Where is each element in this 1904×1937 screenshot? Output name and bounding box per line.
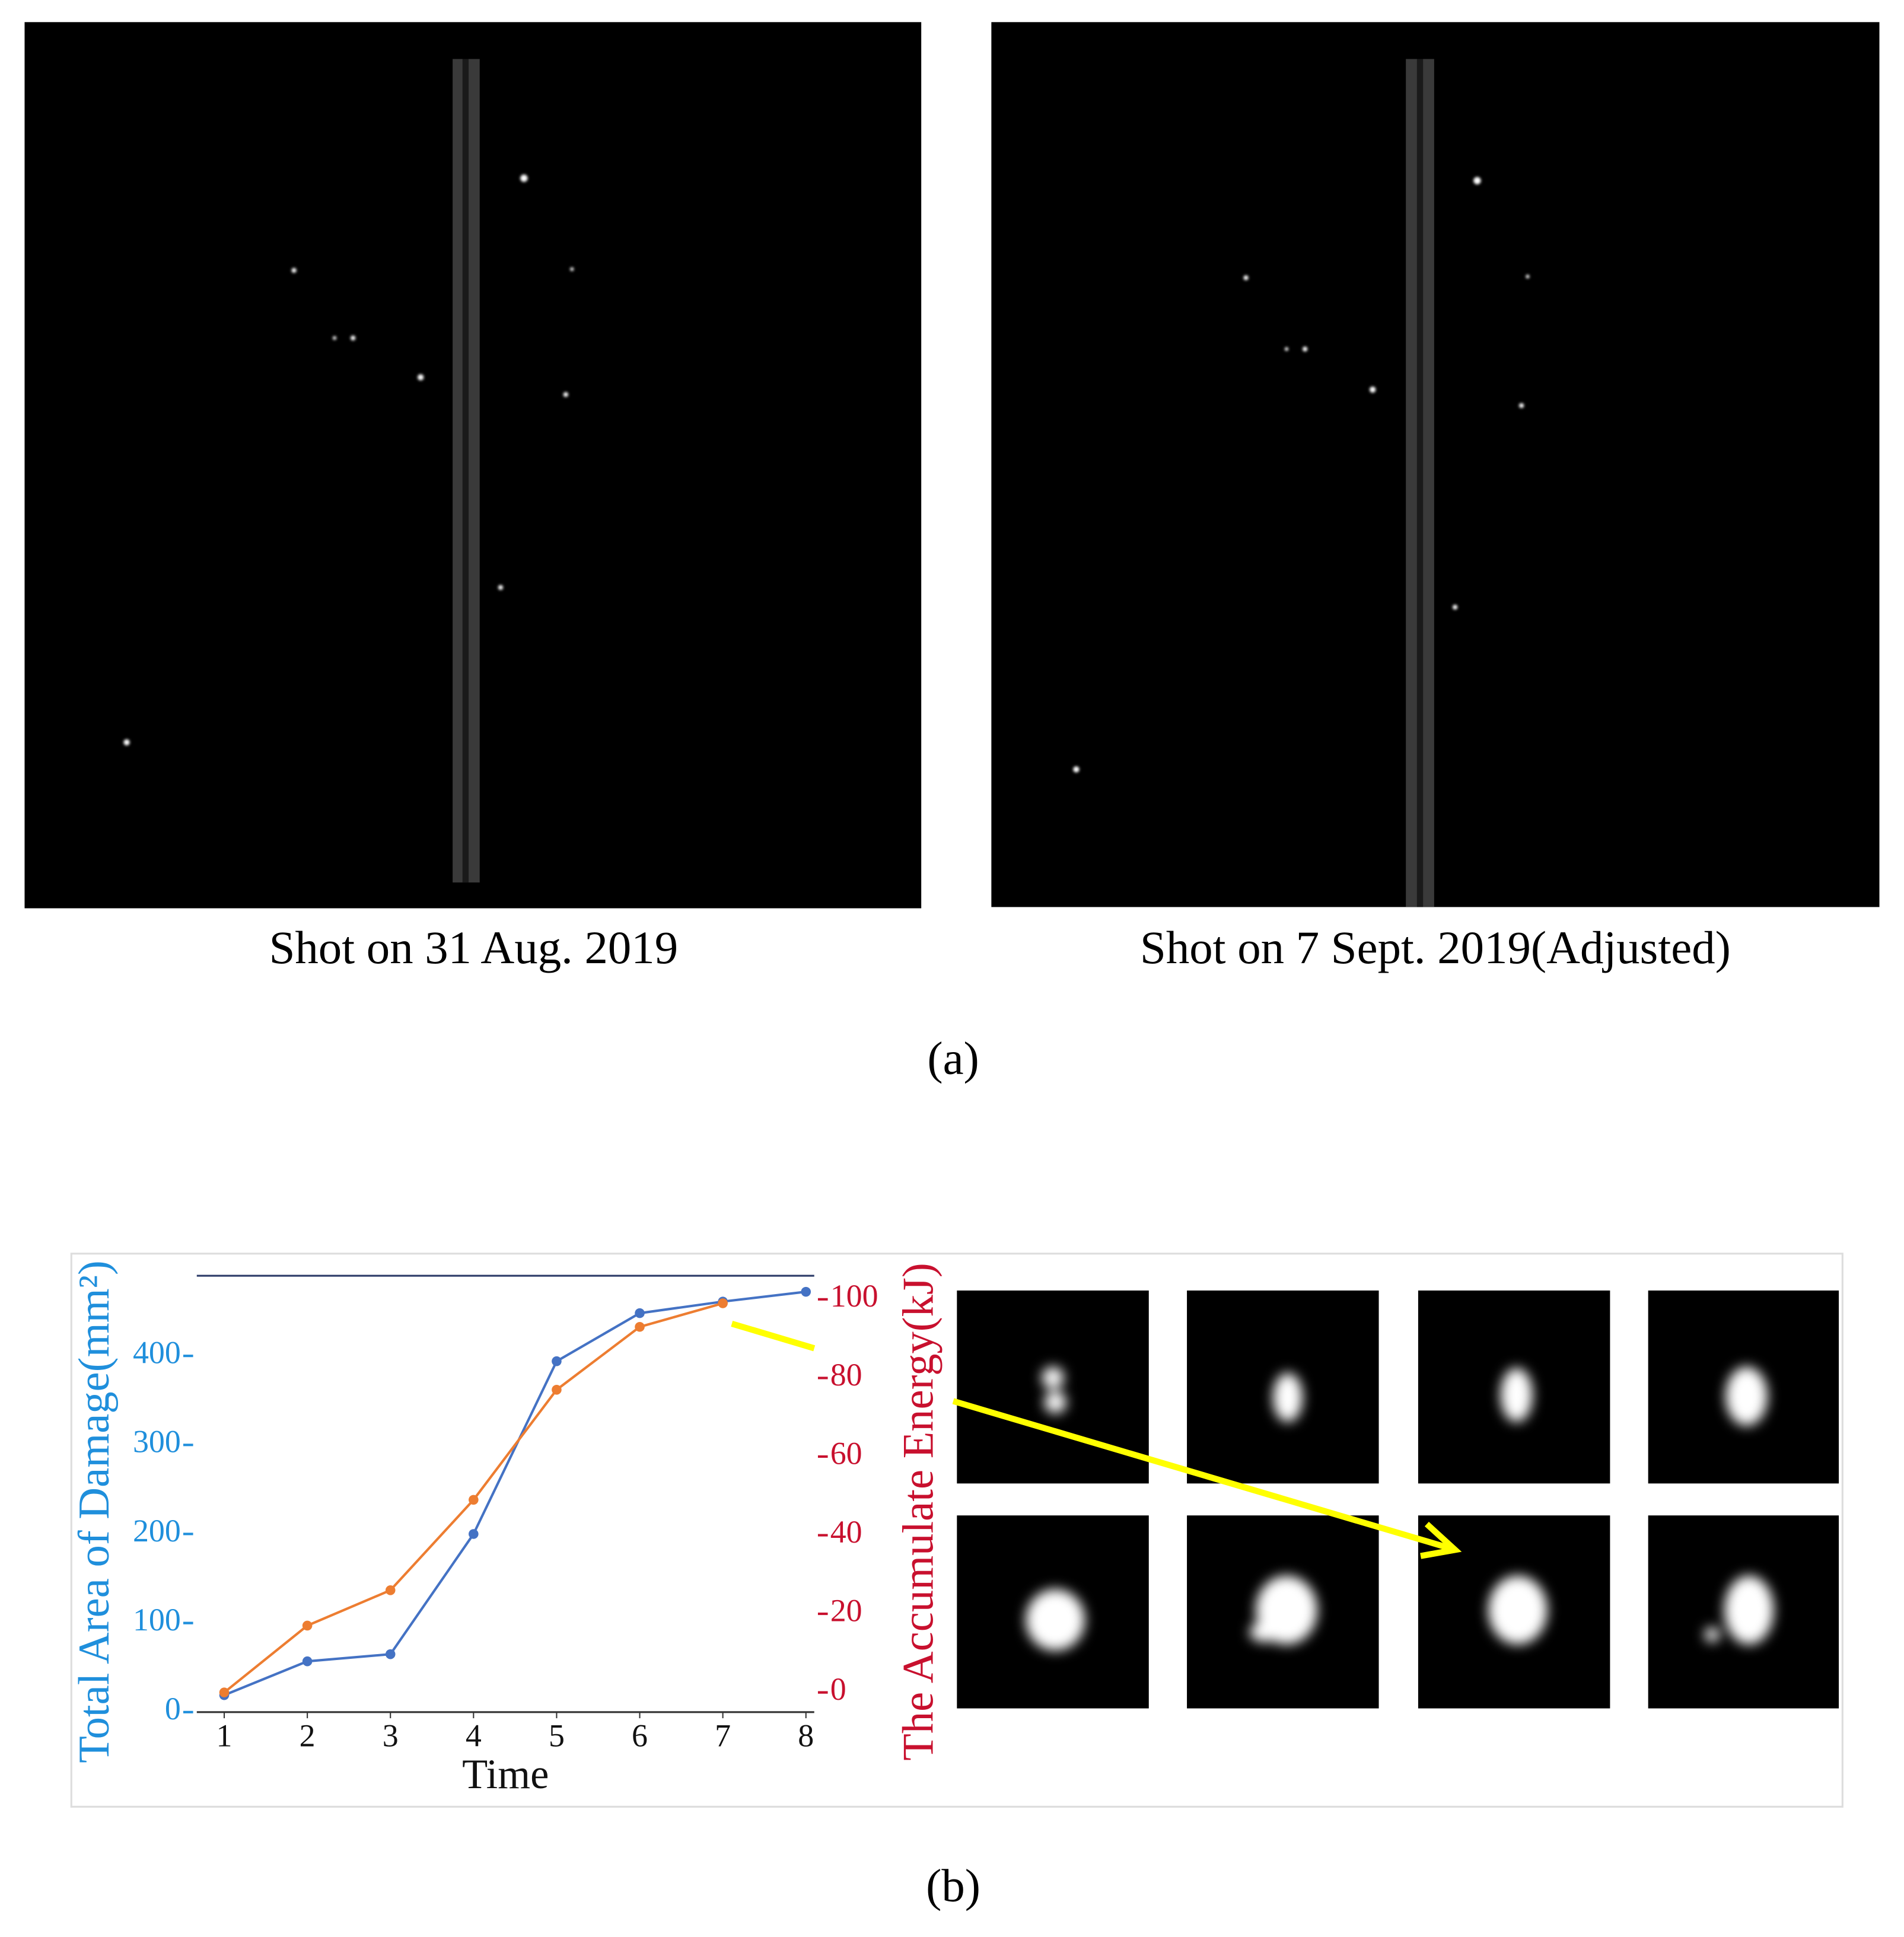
x-tick-label: 6: [632, 1718, 648, 1754]
y2-tick-label: 20: [830, 1592, 862, 1628]
x-tick-label: 7: [715, 1718, 731, 1754]
y2-tick-label: 100: [830, 1278, 878, 1314]
chart: 1 2 3 4 5 6 7 80100200300400020406080100TimeTot…: [70, 1260, 943, 1798]
series-line: [224, 1291, 806, 1697]
x-axis-label: Time: [462, 1751, 549, 1798]
data-point: [469, 1529, 479, 1539]
data-point: [801, 1286, 811, 1297]
caption: Shot on 7 Sept. 2019(Adjusted): [1140, 922, 1731, 974]
left-photo: [24, 22, 922, 909]
y2-tick-label: 40: [830, 1514, 862, 1550]
y-axis-label: Total Area of Damage(mm²): [70, 1260, 119, 1763]
data-point: [385, 1585, 396, 1595]
x-tick-label: 5: [549, 1718, 565, 1754]
thumbnails: [957, 1290, 1839, 1709]
data-point: [552, 1356, 562, 1366]
y-tick-label: 400: [133, 1335, 181, 1371]
y-tick-label: 200: [133, 1513, 181, 1549]
data-point: [552, 1384, 562, 1395]
y2-tick-label: 80: [830, 1357, 862, 1393]
data-point: [385, 1649, 396, 1659]
data-point: [219, 1687, 230, 1697]
panel-label: (b): [926, 1860, 980, 1911]
data-point: [635, 1321, 645, 1332]
data-point: [635, 1308, 645, 1318]
frame: [70, 1253, 1843, 1808]
data-point: [469, 1495, 479, 1505]
annotation-arrow: [731, 1320, 1462, 1559]
y2-axis-label: The Accumulate Energy(kJ): [894, 1263, 943, 1761]
data-point: [302, 1620, 313, 1631]
panel-label: (a): [927, 1033, 979, 1085]
caption: Shot on 31 Aug. 2019: [269, 922, 678, 974]
y2-tick-label: 0: [830, 1671, 846, 1707]
y-tick-label: 300: [133, 1424, 181, 1460]
x-tick-label: 3: [383, 1718, 399, 1754]
x-tick-label: 4: [466, 1718, 482, 1754]
right-photo: [991, 22, 1880, 907]
data-point: [718, 1298, 728, 1308]
y-tick-label: 100: [133, 1602, 181, 1637]
x-tick-label: 1: [216, 1718, 233, 1754]
x-tick-label: 8: [798, 1718, 814, 1754]
x-tick-label: 2: [300, 1718, 316, 1754]
data-point: [302, 1656, 313, 1667]
y-tick-label: 0: [165, 1691, 181, 1726]
y2-tick-label: 60: [830, 1435, 862, 1471]
